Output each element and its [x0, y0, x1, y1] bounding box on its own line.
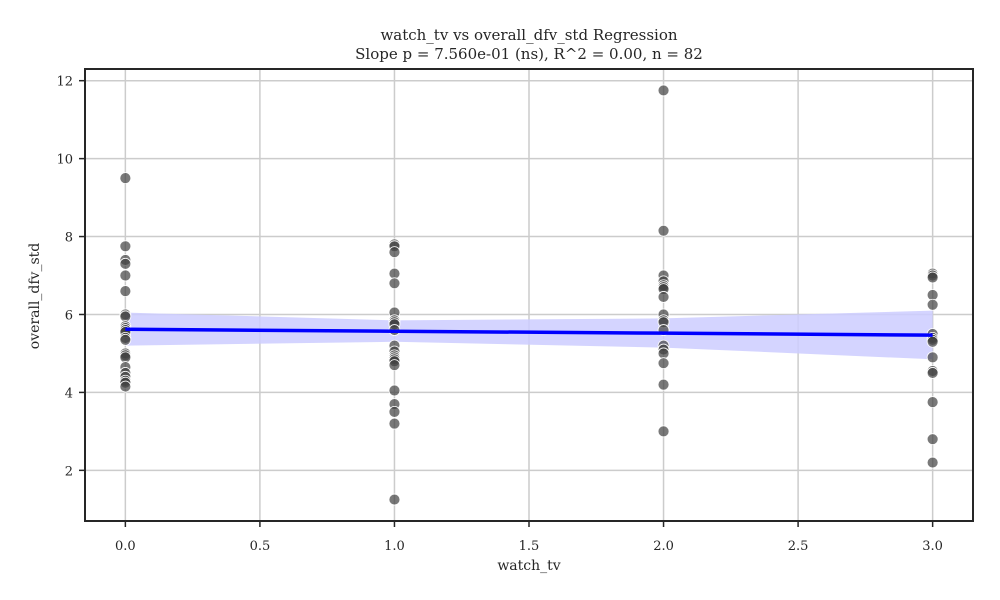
data-point [926, 456, 939, 469]
data-point [657, 224, 670, 237]
y-tick-label: 2 [65, 464, 73, 479]
data-point [657, 84, 670, 97]
x-tick-label: 0.5 [250, 539, 271, 554]
confidence-band-layer [125, 310, 933, 360]
data-point [388, 277, 401, 290]
regression-line-layer [125, 327, 933, 337]
data-point [388, 246, 401, 259]
data-point [657, 378, 670, 391]
y-axis-label: overall_dfv_std [27, 243, 43, 349]
x-axis-label: watch_tv [497, 558, 560, 574]
data-point [119, 380, 132, 393]
data-point [926, 367, 939, 379]
data-point [926, 335, 939, 348]
data-point [926, 271, 939, 284]
y-tick-label: 8 [65, 231, 73, 246]
axis-ticks: 0.0 0.5 1.0 1.5 2.0 2.5 3.0 2 4 6 8 10 12 [56, 75, 943, 554]
y-tick-label: 6 [65, 308, 73, 323]
confidence-band [125, 310, 933, 360]
y-tick-label: 4 [65, 386, 73, 401]
data-point [388, 405, 401, 418]
data-point [926, 298, 939, 311]
data-point [657, 425, 670, 438]
y-tick-label: 10 [56, 153, 73, 168]
data-point [119, 257, 132, 270]
chart-subtitle: Slope p = 7.560e-01 (ns), R^2 = 0.00, n … [355, 45, 703, 63]
y-tick-label: 12 [56, 75, 73, 90]
chart-title: watch_tv vs overall_dfv_std Regression [380, 26, 677, 44]
data-point [388, 359, 401, 372]
data-point [119, 269, 132, 282]
x-tick-label: 1.5 [519, 539, 540, 554]
x-tick-label: 3.0 [922, 539, 943, 554]
data-point [926, 433, 939, 446]
x-tick-label: 2.5 [788, 539, 809, 554]
data-point [657, 291, 670, 303]
regression-line [125, 327, 933, 337]
data-point [119, 172, 132, 185]
data-point [119, 333, 132, 346]
data-point [388, 493, 401, 506]
data-point [119, 240, 132, 253]
data-point [657, 357, 670, 370]
data-point [926, 351, 939, 364]
scatter-points [119, 84, 939, 506]
x-tick-label: 2.0 [653, 539, 674, 554]
x-tick-label: 1.0 [384, 539, 405, 554]
data-point [119, 285, 132, 298]
x-tick-label: 0.0 [115, 539, 136, 554]
data-point [926, 396, 939, 409]
data-point [388, 384, 401, 397]
data-point [388, 417, 401, 430]
